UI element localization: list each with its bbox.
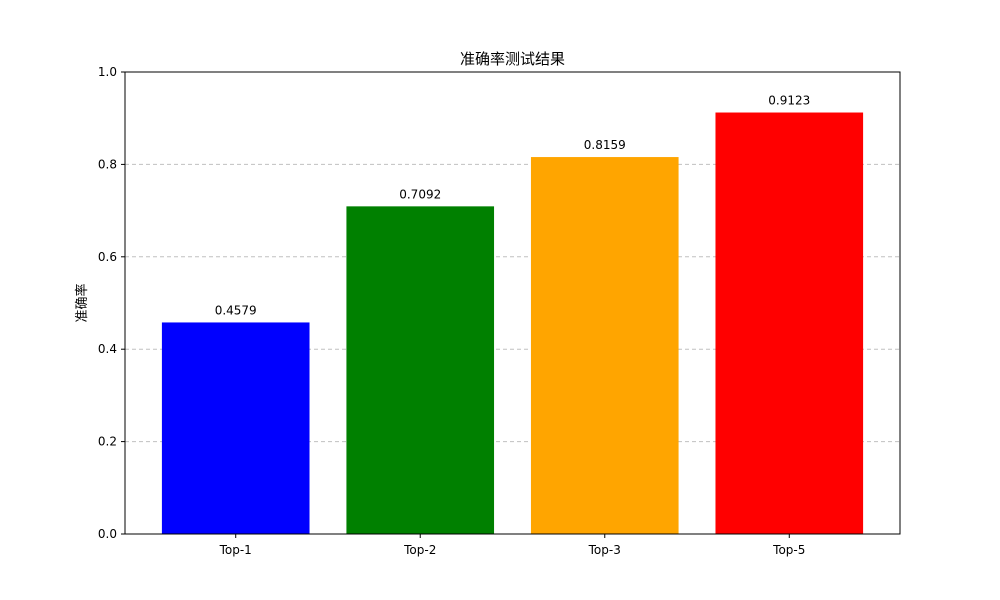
y-tick-label: 0.6 — [98, 250, 117, 264]
y-tick-label: 0.8 — [98, 157, 117, 171]
x-tick-label: Top-3 — [588, 543, 621, 557]
plot-frame — [124, 71, 901, 535]
bar-top-2 — [346, 206, 495, 534]
bar-value-label: 0.4579 — [215, 303, 257, 317]
bars — [161, 112, 864, 535]
bar-value-label: 0.8159 — [584, 138, 626, 152]
y-axis-ticks: 0.0 0.2 0.4 0.6 0.8 1.0 — [98, 65, 125, 541]
bar-top-5 — [715, 112, 864, 535]
bar-top-3 — [530, 157, 679, 534]
y-tick-label: 1.0 — [98, 65, 117, 79]
x-tick-label: Top-1 — [219, 543, 252, 557]
bar-value-label: 0.7092 — [399, 187, 441, 201]
x-tick-label: Top-5 — [772, 543, 805, 557]
y-tick-label: 0.4 — [98, 342, 117, 356]
y-tick-label: 0.0 — [98, 527, 117, 541]
x-tick-label: Top-2 — [403, 543, 436, 557]
bar-top-1 — [161, 322, 310, 534]
y-axis-label: 准确率 — [74, 283, 90, 322]
bar-value-label: 0.9123 — [768, 94, 810, 108]
y-tick-label: 0.2 — [98, 435, 117, 449]
x-axis-ticks: Top-1 Top-2 Top-3 Top-5 — [219, 534, 805, 557]
bar-value-labels: 0.4579 0.7092 0.8159 0.9123 — [215, 94, 811, 318]
chart-title: 准确率测试结果 — [460, 50, 565, 68]
